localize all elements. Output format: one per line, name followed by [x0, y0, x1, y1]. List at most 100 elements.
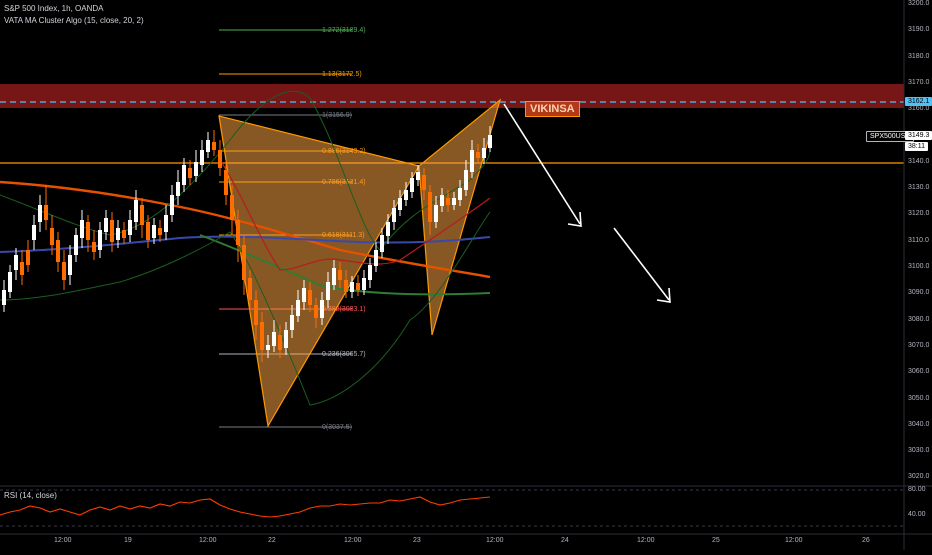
- candle-up: [2, 290, 6, 305]
- time-tick-label: 24: [561, 537, 569, 544]
- candle-up: [404, 190, 408, 200]
- candle-down: [242, 245, 246, 280]
- candle-down: [44, 205, 48, 220]
- candle-up: [350, 282, 354, 292]
- candle-down: [248, 278, 252, 300]
- candle-up: [8, 272, 12, 292]
- candle-down: [92, 242, 96, 252]
- candle-up: [164, 215, 168, 232]
- candle-down: [146, 222, 150, 240]
- candle-down: [344, 280, 348, 292]
- candle-up: [200, 150, 204, 165]
- candle-up: [38, 205, 42, 222]
- candle-down: [356, 283, 360, 290]
- candle-down: [422, 175, 426, 190]
- candle-down: [254, 300, 258, 325]
- candle-up: [452, 198, 456, 205]
- candle-down: [446, 198, 450, 205]
- candlestick-series: [2, 126, 492, 362]
- candle-up: [272, 332, 276, 346]
- resistance-zone: [0, 84, 904, 108]
- price-tick-label: 3020.0: [908, 473, 930, 481]
- price-axis[interactable]: 3200.03190.03180.03170.03160.03150.03140…: [905, 0, 932, 534]
- price-tick-label: 3110.0: [908, 236, 929, 244]
- candle-down: [230, 195, 234, 220]
- price-tick-label: 3040.0: [908, 420, 930, 428]
- time-tick-label: 23: [413, 537, 421, 544]
- candle-up: [482, 148, 486, 158]
- time-tick-label: 12:00: [199, 537, 217, 544]
- time-tick-label: 12:00: [785, 537, 803, 544]
- fib-level-label: 1(3156.9): [322, 112, 352, 119]
- price-tick-label: 3140.0: [908, 157, 930, 165]
- candle-up: [392, 208, 396, 222]
- candle-up: [98, 230, 102, 250]
- rsi-title[interactable]: RSI (14, close): [4, 491, 57, 500]
- candle-down: [50, 228, 54, 245]
- candle-down: [158, 228, 162, 235]
- candle-up: [290, 315, 294, 330]
- candle-up: [416, 172, 420, 180]
- time-tick-label: 22: [268, 537, 276, 544]
- time-tick-label: 25: [712, 537, 720, 544]
- rsi-level-40: 40.00: [908, 511, 926, 518]
- candle-down: [224, 170, 228, 195]
- fib-level-label: 1.13(3172.5): [322, 71, 362, 78]
- price-tick-label: 3030.0: [908, 447, 930, 455]
- candle-up: [32, 225, 36, 240]
- candle-down: [62, 262, 66, 280]
- candle-up: [398, 198, 402, 210]
- price-tick-label: 3070.0: [908, 341, 930, 349]
- price-tick-label: 3080.0: [908, 315, 930, 323]
- price-tick-label: 3130.0: [908, 184, 930, 192]
- price-tick-label: 3100.0: [908, 263, 930, 270]
- candle-up: [104, 218, 108, 232]
- candle-up: [470, 150, 474, 172]
- time-axis[interactable]: 12:00 19 12:00 22 12:00 23 12:00 24 12:00 25 12:00…: [0, 536, 904, 550]
- candle-up: [380, 235, 384, 252]
- last-price-tag: 3149.3: [905, 131, 932, 140]
- candle-up: [152, 225, 156, 238]
- fib-level-label: 0.236(3065.7): [322, 351, 366, 358]
- candle-up: [74, 235, 78, 255]
- candle-down: [212, 142, 216, 150]
- price-tick-label: 3050.0: [908, 394, 930, 402]
- time-tick-label: 12:00: [344, 537, 362, 544]
- resistance-price-tag: 3162.1: [905, 97, 932, 106]
- price-tick-label: 3170.0: [908, 78, 930, 86]
- candle-down: [140, 205, 144, 225]
- candle-up: [368, 265, 372, 280]
- candle-up: [170, 195, 174, 215]
- candle-up: [68, 255, 72, 275]
- candle-up: [326, 282, 330, 300]
- candle-up: [488, 135, 492, 148]
- time-tick-label: 19: [124, 537, 132, 544]
- candle-up: [80, 220, 84, 238]
- candle-up: [182, 165, 186, 185]
- candle-down: [122, 230, 126, 238]
- fib-level-label: 0.382(3083.1): [322, 306, 366, 313]
- symbol-title[interactable]: S&P 500 Index, 1h, OANDA: [4, 4, 104, 13]
- candle-down: [278, 335, 282, 350]
- candle-up: [332, 268, 336, 285]
- projection-arrows: [503, 103, 671, 303]
- candle-up: [434, 205, 438, 222]
- candle-up: [128, 220, 132, 235]
- candle-up: [374, 250, 378, 266]
- candle-down: [86, 222, 90, 240]
- candle-down: [338, 270, 342, 280]
- candle-up: [194, 162, 198, 176]
- candle-down: [476, 152, 480, 158]
- indicator-title[interactable]: VATA MA Cluster Algo (15, close, 20, 2): [4, 16, 144, 25]
- candle-down: [314, 305, 318, 318]
- candle-down: [236, 220, 240, 245]
- time-tick-label: 12:00: [54, 537, 72, 544]
- price-tick-label: 3180.0: [908, 52, 930, 60]
- time-tick-label: 12:00: [486, 537, 504, 544]
- fib-level-label: 1.272(3189.4): [322, 27, 366, 34]
- candle-up: [296, 300, 300, 316]
- candle-up: [134, 200, 138, 222]
- candle-up: [284, 330, 288, 348]
